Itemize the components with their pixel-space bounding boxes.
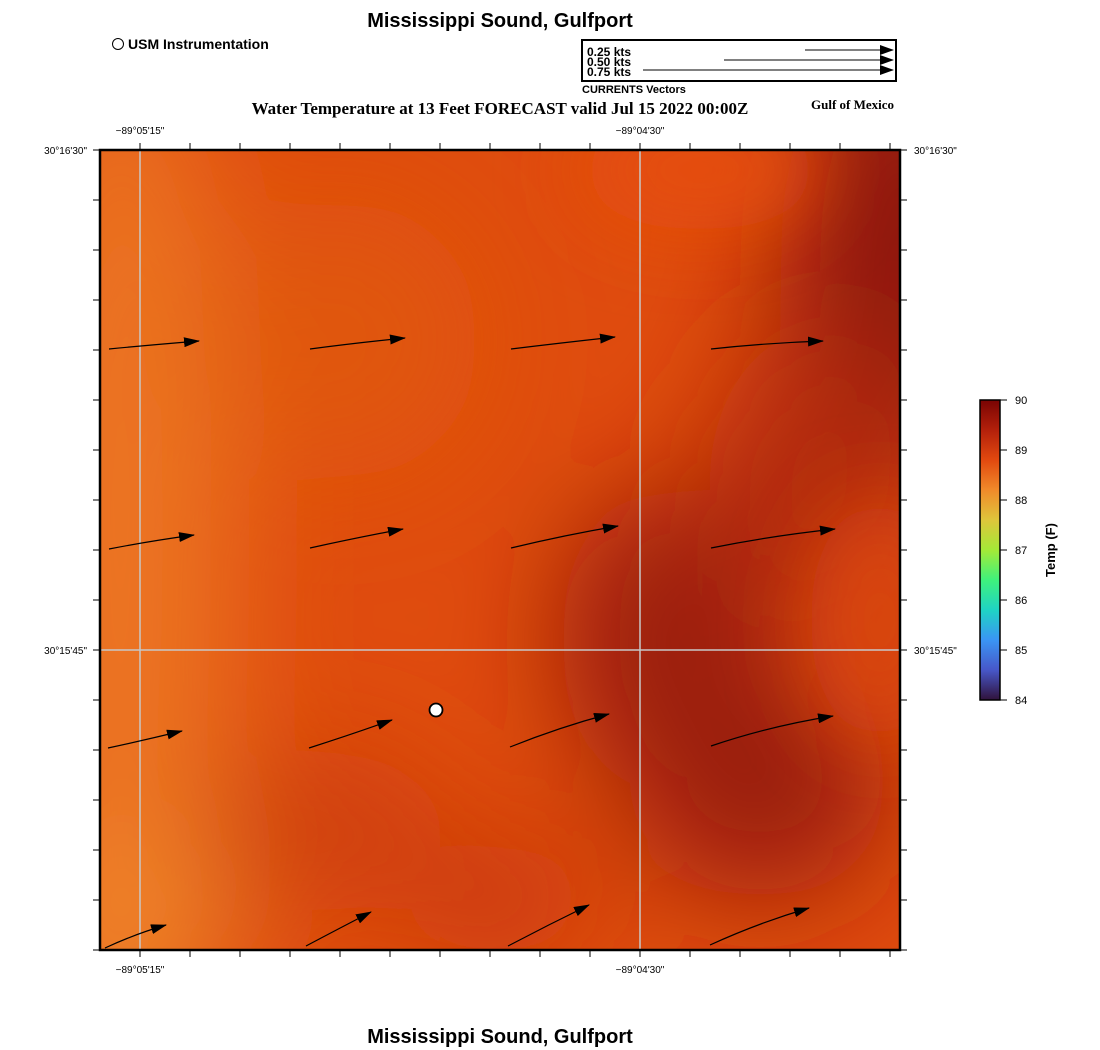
- temperature-field: [100, 150, 900, 950]
- colorbar-tick-label: 90: [1015, 395, 1027, 407]
- usm-station-marker[interactable]: [428, 702, 444, 718]
- current-arrow: [108, 532, 195, 550]
- lon-label-bottom: −89°04'30": [616, 965, 665, 976]
- current-arrow: [104, 924, 167, 949]
- current-arrow: [710, 713, 834, 747]
- current-arrow: [709, 907, 810, 946]
- frame-ticks: [93, 143, 907, 957]
- graticule: [100, 150, 900, 950]
- vector-key-arrows: [643, 45, 894, 75]
- colorbar-tick-label: 89: [1015, 445, 1027, 457]
- lat-label-right: 30°16'30": [914, 146, 957, 157]
- region-label: Gulf of Mexico: [811, 97, 895, 112]
- current-arrow: [108, 337, 200, 350]
- colorbar-tick-label: 88: [1015, 495, 1027, 507]
- current-arrow: [710, 336, 824, 350]
- current-arrow: [309, 334, 406, 350]
- colorbar-tick-label: 87: [1015, 545, 1027, 557]
- temperature-colorbar: 90 89 88 87 86 85 84 Temp (F): [979, 395, 1058, 707]
- colorbar-tick-label: 84: [1015, 695, 1027, 707]
- colorbar-scale: [979, 399, 1001, 701]
- usm-instrumentation-legend: USM Instrumentation: [112, 36, 269, 52]
- current-vectors: [104, 333, 836, 949]
- current-arrow: [107, 729, 183, 749]
- vector-key-label: 0.50 kts: [587, 55, 632, 69]
- lon-label-bottom: −89°05'15": [116, 965, 165, 976]
- current-arrow: [509, 713, 610, 748]
- map-title: Mississippi Sound, Gulfport: [367, 10, 633, 32]
- vector-key-label: 0.25 kts: [587, 45, 632, 59]
- usm-legend-label: USM Instrumentation: [128, 36, 269, 52]
- colorbar-label: Temp (F): [1043, 523, 1058, 577]
- current-arrow: [308, 719, 393, 749]
- colorbar-tick-label: 85: [1015, 645, 1027, 657]
- map-subtitle: Water Temperature at 13 Feet FORECAST va…: [251, 99, 749, 118]
- colorbar-tick-label: 86: [1015, 595, 1027, 607]
- currents-vectors-label: CURRENTS Vectors: [582, 84, 686, 96]
- vector-scale-legend: 0.25 kts 0.50 kts 0.75 kts: [581, 39, 897, 82]
- current-arrow: [305, 911, 372, 947]
- station-marker-icon: [112, 38, 124, 50]
- current-arrow: [507, 904, 590, 947]
- lon-label-top: −89°04'30": [616, 126, 665, 137]
- lon-label-top: −89°05'15": [116, 126, 165, 137]
- vector-key-label: 0.75 kts: [587, 65, 632, 79]
- current-arrow: [510, 333, 616, 350]
- lat-label-left: 30°16'30": [44, 146, 87, 157]
- current-arrow: [510, 523, 619, 549]
- current-arrow: [309, 526, 404, 549]
- lat-label-right: 30°15'45": [914, 646, 957, 657]
- lat-label-left: 30°15'45": [44, 646, 87, 657]
- current-arrow: [710, 525, 836, 549]
- map-footer-title: Mississippi Sound, Gulfport: [367, 1026, 633, 1048]
